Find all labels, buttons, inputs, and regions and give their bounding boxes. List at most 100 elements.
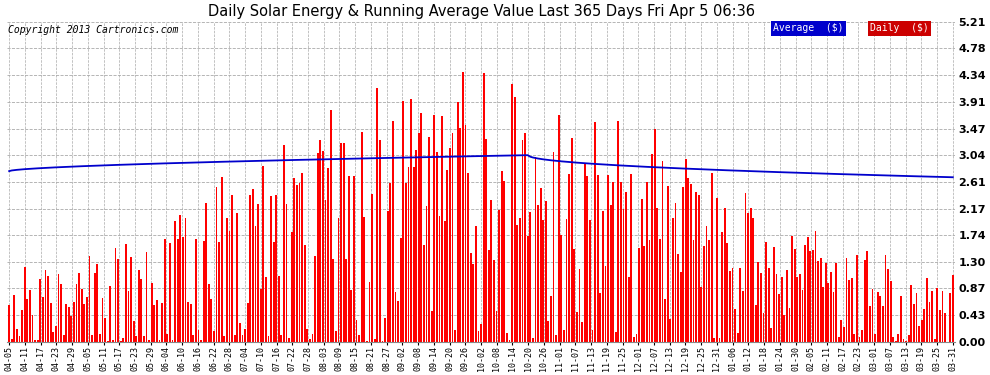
Bar	[646, 182, 647, 342]
Bar	[934, 339, 936, 342]
Bar	[882, 306, 884, 342]
Bar	[485, 140, 487, 342]
Bar	[636, 334, 638, 342]
Bar	[626, 192, 627, 342]
Bar	[112, 340, 114, 342]
Bar	[669, 319, 671, 342]
Bar	[338, 217, 340, 342]
Bar	[641, 199, 643, 342]
Bar	[532, 338, 534, 342]
Bar	[444, 221, 446, 342]
Bar	[350, 291, 352, 342]
Bar	[353, 176, 354, 342]
Bar	[73, 302, 75, 342]
Bar	[94, 273, 96, 342]
Bar	[890, 280, 892, 342]
Bar	[514, 97, 516, 342]
Bar	[791, 236, 793, 342]
Bar	[586, 176, 588, 342]
Bar	[451, 133, 453, 342]
Bar	[48, 276, 49, 342]
Bar	[648, 240, 650, 342]
Bar	[472, 264, 474, 342]
Bar	[687, 178, 689, 342]
Bar	[908, 335, 910, 342]
Bar	[937, 288, 939, 342]
Bar	[674, 203, 676, 342]
Bar	[45, 270, 47, 342]
Bar	[27, 299, 29, 342]
Bar	[29, 290, 31, 342]
Bar	[786, 270, 788, 342]
Bar	[306, 329, 308, 342]
Bar	[304, 244, 306, 342]
Bar	[389, 183, 391, 342]
Bar	[24, 267, 26, 342]
Bar	[439, 216, 441, 342]
Bar	[796, 277, 798, 342]
Bar	[65, 304, 67, 342]
Bar	[216, 187, 218, 342]
Bar	[275, 195, 277, 342]
Bar	[488, 249, 490, 342]
Bar	[680, 272, 681, 342]
Bar	[299, 183, 300, 342]
Bar	[749, 208, 751, 342]
Bar	[288, 338, 290, 342]
Bar	[721, 232, 723, 342]
Bar	[320, 140, 321, 342]
Bar	[698, 195, 700, 342]
Bar	[449, 148, 450, 342]
Bar	[544, 201, 546, 342]
Bar	[200, 339, 202, 342]
Bar	[234, 334, 236, 342]
Bar	[395, 292, 396, 342]
Bar	[921, 320, 923, 342]
Bar	[237, 213, 239, 342]
Bar	[144, 336, 145, 342]
Bar	[900, 296, 902, 342]
Bar	[535, 158, 537, 342]
Bar	[402, 101, 404, 342]
Bar	[8, 305, 10, 342]
Bar	[104, 318, 106, 342]
Bar	[845, 258, 847, 342]
Bar	[158, 340, 160, 342]
Bar	[755, 305, 756, 342]
Bar	[226, 218, 228, 342]
Bar	[853, 333, 855, 342]
Bar	[874, 333, 876, 342]
Bar	[251, 189, 253, 342]
Bar	[714, 338, 715, 342]
Title: Daily Solar Energy & Running Average Value Last 365 Days Fri Apr 5 06:36: Daily Solar Energy & Running Average Val…	[208, 4, 754, 19]
Bar	[594, 122, 596, 342]
Bar	[40, 279, 42, 342]
Bar	[355, 320, 357, 342]
Bar	[133, 321, 135, 342]
Bar	[37, 340, 39, 342]
Bar	[477, 331, 479, 342]
Bar	[519, 218, 521, 342]
Bar	[584, 163, 586, 342]
Bar	[628, 277, 630, 342]
Bar	[661, 161, 663, 342]
Bar	[817, 261, 819, 342]
Bar	[706, 226, 708, 342]
Bar	[301, 173, 303, 342]
Bar	[280, 335, 282, 342]
Bar	[148, 340, 150, 342]
Bar	[775, 274, 777, 342]
Bar	[405, 183, 407, 342]
Bar	[620, 182, 622, 342]
Bar	[905, 340, 907, 342]
Bar	[644, 246, 645, 342]
Bar	[496, 311, 497, 342]
Bar	[911, 285, 912, 342]
Bar	[208, 284, 210, 342]
Bar	[547, 321, 549, 342]
Bar	[504, 181, 505, 342]
Bar	[850, 278, 852, 342]
Bar	[740, 268, 742, 342]
Bar	[400, 238, 402, 342]
Bar	[459, 128, 461, 342]
